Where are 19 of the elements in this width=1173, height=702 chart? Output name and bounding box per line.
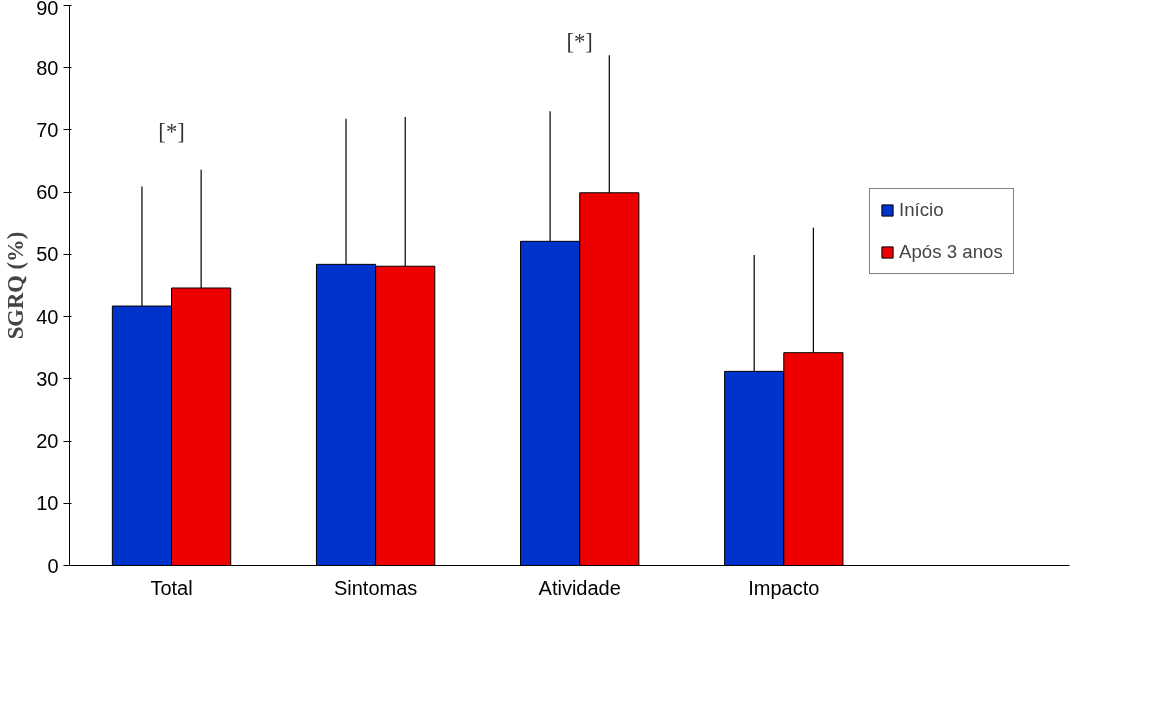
annotation: [*] xyxy=(566,29,593,55)
y-tick-label: 40 xyxy=(36,305,59,328)
y-tick-label: 10 xyxy=(36,492,59,515)
x-tick-label: Sintomas xyxy=(333,576,418,599)
y-tick-label: 70 xyxy=(36,118,59,141)
x-tick-label: Total xyxy=(150,576,193,599)
y-tick-label: 90 xyxy=(36,0,59,19)
x-tick-label: Impacto xyxy=(748,576,820,599)
y-tick-label: 0 xyxy=(47,554,59,577)
y-tick-label: 20 xyxy=(36,430,59,453)
y-tick-label: 30 xyxy=(36,367,59,390)
legend-label: Após 3 anos xyxy=(899,240,1003,263)
y-tick-label: 60 xyxy=(36,181,59,204)
x-tick-label: Atividade xyxy=(538,576,621,599)
annotation: [*] xyxy=(158,119,185,144)
y-axis-title: SGRQ (%) xyxy=(3,231,29,340)
legend-label: Início xyxy=(899,198,944,221)
y-tick-label: 80 xyxy=(36,56,59,79)
y-tick-label: 50 xyxy=(36,243,59,266)
